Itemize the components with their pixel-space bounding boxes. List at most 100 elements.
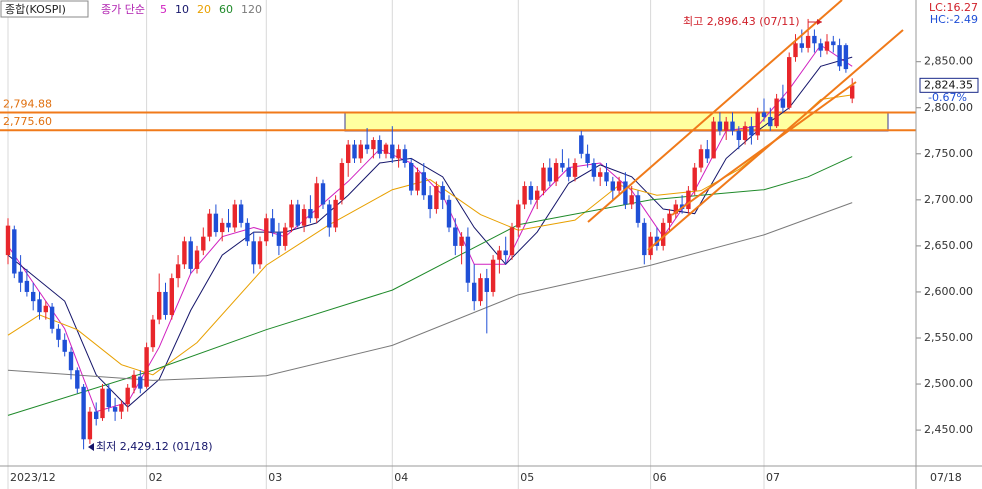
candle-body — [295, 204, 300, 226]
candle-body — [333, 199, 338, 228]
candle-body — [755, 112, 760, 136]
hline-label: 2,794.88 — [3, 97, 52, 110]
candle-body — [623, 181, 628, 205]
trendlines — [587, 0, 904, 251]
x-tick-label: 03 — [268, 471, 282, 484]
candle-body — [138, 376, 143, 389]
candle-body — [409, 163, 414, 191]
indicator: LC:16.27 — [929, 1, 978, 14]
candle-body — [598, 172, 603, 177]
candle-body — [566, 167, 571, 177]
candle-body — [547, 167, 552, 182]
x-tick-label: 02 — [149, 471, 163, 484]
candle-body — [749, 126, 754, 136]
change: -0.67% — [928, 91, 967, 104]
candle-body — [43, 305, 48, 313]
candle-body — [37, 299, 42, 313]
candle-body — [780, 98, 786, 108]
candle-body — [220, 222, 225, 233]
candle-body — [245, 222, 250, 242]
candle-body — [112, 407, 118, 412]
ma-line — [7, 94, 853, 376]
y-tick-label: 2,650.00 — [924, 239, 973, 252]
candle-body — [87, 411, 93, 440]
candle-body — [232, 204, 237, 228]
legend-entry: 60 — [219, 3, 233, 16]
candle-body — [396, 149, 401, 159]
legend-entry: 20 — [197, 3, 211, 16]
candle-body — [125, 387, 130, 405]
candle-body — [62, 339, 67, 352]
candle-body — [283, 227, 288, 246]
candle-body — [648, 236, 653, 256]
price-tag: 2,824.35 — [919, 77, 979, 93]
candle-body — [686, 190, 691, 210]
candle-body — [94, 411, 99, 420]
legend-entry: 10 — [175, 3, 189, 16]
candle-body — [119, 404, 124, 412]
candle-body — [711, 121, 716, 159]
candle-body — [724, 121, 729, 131]
moving-averages — [7, 44, 853, 416]
candle-body — [182, 241, 187, 265]
x-tick-label: 06 — [653, 471, 667, 484]
y-tick-label: 2,800.00 — [924, 101, 973, 114]
grid — [7, 0, 921, 489]
candle-body — [207, 213, 212, 237]
candle-body — [774, 98, 779, 127]
candle-body — [497, 250, 502, 260]
candle-body — [667, 213, 672, 223]
candle-body — [446, 199, 452, 228]
ma-label: 종가 단순 — [101, 3, 145, 16]
ma-line — [7, 56, 853, 408]
candle-body — [346, 144, 351, 164]
high-arrowhead — [817, 19, 822, 25]
candle-body — [465, 236, 471, 283]
y-tick-label: 2,700.00 — [924, 193, 973, 206]
y-tick-label: 2,500.00 — [924, 377, 973, 390]
candle-body — [579, 135, 584, 154]
candle-body — [100, 388, 105, 419]
candle-body — [717, 121, 723, 131]
candle-body — [106, 388, 111, 408]
candle-body — [522, 186, 527, 205]
candle-body — [251, 241, 256, 265]
candle-body — [24, 280, 30, 292]
candle-body — [226, 222, 231, 228]
legend-entry: 5 — [160, 3, 167, 16]
candle-body — [427, 195, 433, 210]
ma-line — [7, 44, 853, 413]
candle-body — [503, 250, 508, 256]
candle-body — [793, 43, 798, 58]
candle-body — [49, 306, 55, 329]
candle-body — [371, 139, 376, 150]
candle-body — [390, 144, 395, 159]
trendline — [587, 0, 843, 223]
y-tick-label: 2,750.00 — [924, 147, 973, 160]
candle-body — [188, 241, 193, 269]
candle-body — [364, 144, 370, 150]
ma-line — [7, 202, 853, 381]
candle-body — [673, 204, 678, 214]
y-tick-label: 2,450.00 — [924, 423, 973, 436]
candle-body — [270, 218, 275, 233]
candle-body — [604, 172, 609, 182]
candle-body — [213, 213, 219, 233]
candle-body — [761, 112, 767, 117]
candle-body — [730, 121, 735, 131]
candle-body — [308, 209, 313, 219]
candle-body — [736, 130, 741, 140]
candle-body — [264, 218, 269, 242]
candle-body — [238, 204, 244, 223]
candle-body — [698, 149, 704, 168]
candle-body — [635, 195, 641, 223]
candle-body — [402, 149, 408, 164]
candle-body — [490, 259, 496, 292]
trendline — [671, 81, 857, 216]
candle-body — [610, 181, 615, 191]
candle-body — [629, 195, 634, 205]
candle-body — [837, 45, 842, 67]
candle-body — [358, 144, 363, 159]
